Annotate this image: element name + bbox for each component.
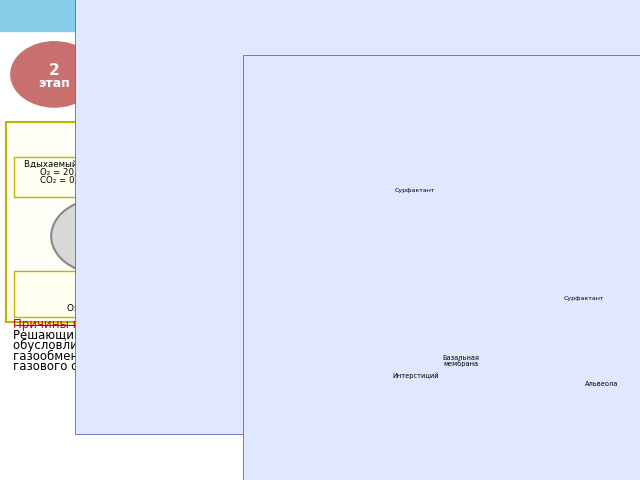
- Text: O₂ = 16%: O₂ = 16%: [228, 168, 270, 177]
- Text: Базальная: Базальная: [442, 355, 479, 360]
- Circle shape: [410, 173, 435, 192]
- Text: Сурфактант: Сурфактант: [395, 188, 436, 193]
- Bar: [0, 0, 640, 31]
- Circle shape: [522, 334, 554, 358]
- Text: O₂  CO₂: O₂ CO₂: [67, 304, 100, 312]
- Text: диффузии: диффузии: [112, 62, 177, 76]
- Text: O₂: O₂: [429, 250, 438, 259]
- Text: Эндотелий: Эндотелий: [563, 166, 602, 172]
- Text: CO₂: CO₂: [490, 275, 504, 284]
- Ellipse shape: [451, 226, 541, 370]
- Circle shape: [530, 172, 558, 193]
- Text: Капилляр: Капилляр: [469, 401, 504, 407]
- Text: сурфактанта, альвеолоцита,: сурфактанта, альвеолоцита,: [312, 73, 493, 86]
- Ellipse shape: [362, 269, 451, 403]
- Text: Интерстиций: Интерстиций: [393, 372, 439, 379]
- Circle shape: [436, 222, 460, 239]
- Text: мембрана: мембрана: [444, 360, 478, 367]
- Bar: [355, 158, 636, 442]
- Text: газового состава альвеолярного воздуха.: газового состава альвеолярного воздуха.: [13, 360, 274, 373]
- Text: этап: этап: [38, 77, 70, 90]
- FancyBboxPatch shape: [243, 55, 640, 480]
- Circle shape: [51, 199, 151, 274]
- Circle shape: [164, 199, 264, 274]
- Circle shape: [563, 374, 589, 394]
- Text: газообмена,    является   постоянство: газообмена, является постоянство: [13, 349, 250, 363]
- Text: Альвеола: Альвеола: [585, 381, 618, 387]
- Text: Причины газообмена: Причины газообмена: [13, 317, 145, 331]
- Text: Решающим          фактором,: Решающим фактором,: [13, 328, 186, 342]
- FancyBboxPatch shape: [6, 122, 336, 322]
- Text: Эритроцит: Эритроцит: [522, 225, 560, 231]
- Circle shape: [552, 207, 575, 225]
- Text: суммарный диффузионный   барьер из: суммарный диффузионный барьер из: [112, 73, 364, 86]
- Text: Выдыхаемый воздух: Выдыхаемый воздух: [202, 160, 296, 168]
- Circle shape: [384, 190, 416, 214]
- Text: O₂: O₂: [207, 229, 222, 243]
- Text: (: (: [360, 84, 369, 97]
- Circle shape: [11, 42, 98, 107]
- Text: за 0,3: за 0,3: [512, 84, 552, 97]
- Text: напряжение: напряжение: [227, 105, 305, 118]
- Text: O₂: O₂: [490, 250, 499, 259]
- Text: путь от эритроцита крови  до  альвеолы,  преодолевая: путь от эритроцита крови до альвеолы, пр…: [183, 62, 537, 76]
- Text: воздухом. При этом кислород и углекислый газ проходят в процессе: воздухом. При этом кислород и углекислый…: [112, 52, 545, 65]
- Text: парциальное давление: парциальное давление: [328, 94, 474, 108]
- Text: CO₂: CO₂: [157, 137, 179, 146]
- Text: O₂ = 20,93%: O₂ = 20,93%: [40, 168, 96, 177]
- FancyBboxPatch shape: [195, 157, 303, 197]
- Text: Альвеола: Альвеола: [393, 392, 426, 397]
- Text: газов в крови - их: газов в крови - их: [112, 105, 227, 118]
- Text: интерстиция, эндотелия капилляра: интерстиция, эндотелия капилляра: [112, 84, 337, 97]
- Text: альвеолы: альвеолы: [392, 174, 426, 180]
- Polygon shape: [120, 273, 195, 303]
- Text: CO₂: CO₂: [490, 262, 504, 271]
- Text: Строение аэрогематического барьера: Строение аэрогематического барьера: [344, 229, 351, 371]
- Text: CO₂ = 4,5%: CO₂ = 4,5%: [223, 176, 275, 185]
- Text: (Р).: (Р).: [308, 105, 332, 118]
- Ellipse shape: [480, 250, 531, 307]
- Text: CO₂: CO₂: [424, 262, 438, 271]
- Text: обусловливающим    непрерывность: обусловливающим непрерывность: [13, 339, 241, 352]
- Text: O₂: O₂: [93, 229, 109, 243]
- Text: Эпителий: Эпителий: [392, 168, 426, 173]
- Text: Вдыхаемый воздух: Вдыхаемый воздух: [24, 160, 112, 168]
- Text: ДЫХАТЕЛЬНАЯ СИСТЕМА: ДЫХАТЕЛЬНАЯ СИСТЕМА: [189, 6, 451, 24]
- Text: аэрогематический барьер): аэрогематический барьер): [371, 84, 555, 97]
- Text: CO₂ = 0,03%: CO₂ = 0,03%: [40, 176, 96, 185]
- Text: 2: 2: [49, 63, 60, 78]
- Ellipse shape: [371, 154, 602, 403]
- Text: В альвеолах происходит газообмен между кровью и атмосферным: В альвеолах происходит газообмен между к…: [112, 41, 533, 55]
- Text: Сурфактант: Сурфактант: [564, 296, 605, 301]
- Ellipse shape: [566, 276, 640, 396]
- Text: сек. Давление газов в газовой смеси -: сек. Давление газов в газовой смеси -: [112, 94, 355, 108]
- FancyBboxPatch shape: [14, 157, 122, 197]
- FancyBboxPatch shape: [14, 271, 100, 317]
- Text: CO₂: CO₂: [424, 275, 438, 284]
- FancyBboxPatch shape: [75, 0, 640, 434]
- Text: . Давление: . Давление: [474, 94, 542, 108]
